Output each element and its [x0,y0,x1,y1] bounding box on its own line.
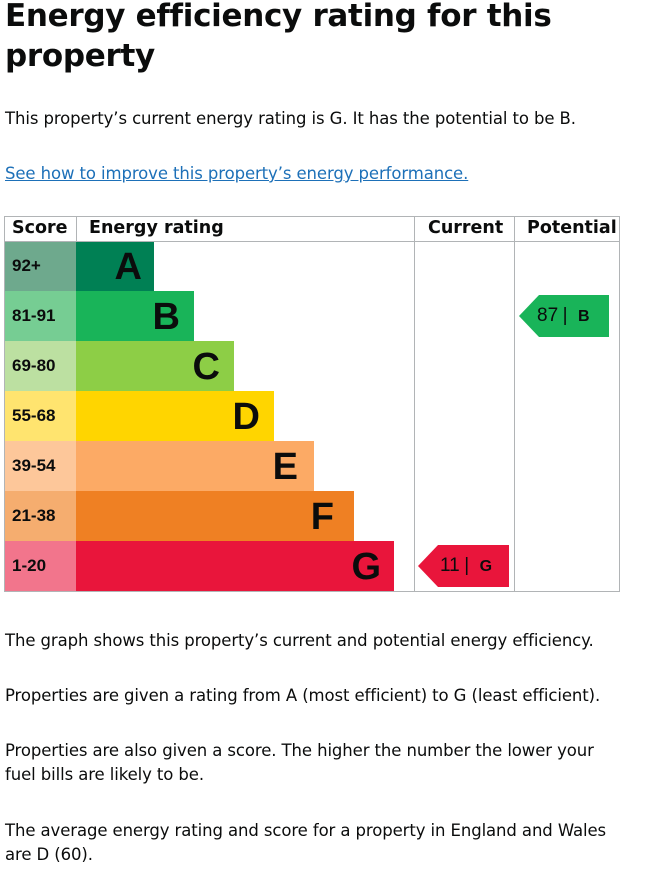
current-column-header: Current [428,218,504,238]
rating-column-header: Energy rating [89,218,224,238]
rating-explanation: Properties are given a rating from A (mo… [5,686,601,705]
band-letter-a: A [114,246,142,288]
band-score-f: 21-38 [12,506,56,525]
score-cell-f [4,491,76,541]
current-letter: G [479,558,493,575]
score-cell-a [4,241,76,291]
potential-column-header: Potential [527,218,617,238]
intro-text: This property’s current energy rating is… [5,109,576,128]
current-rating-label: 11 | G [440,541,492,591]
page-title: Energy efficiency rating for this proper… [5,0,552,74]
rating-bar-f [76,491,354,541]
current-score: 11 [440,555,460,576]
band-score-a: 92+ [12,256,41,275]
rating-bar-a [76,241,154,291]
energy-rating-graphic [4,216,620,592]
energy-rating-chart: Score Energy rating Current Potential 92… [4,216,620,592]
band-letter-c: C [192,346,220,388]
band-letter-g: G [351,546,381,588]
band-score-g: 1-20 [12,556,47,575]
band-letter-d: D [232,396,260,438]
band-score-d: 55-68 [12,406,56,425]
rating-bar-e [76,441,314,491]
improve-performance-link[interactable]: See how to improve this property’s energ… [5,164,469,183]
rating-bar-d [76,391,274,441]
score-cell-b [4,291,76,341]
rating-bar-g [76,541,394,591]
band-score-c: 69-80 [12,356,56,375]
band-score-e: 39-54 [12,456,56,475]
rating-bar-b [76,291,194,341]
chart-border [4,216,620,592]
band-letter-e: E [272,446,298,488]
band-letter-b: B [152,296,180,338]
potential-letter: B [577,308,590,325]
score-cell-e [4,441,76,491]
band-letter-f: F [310,496,334,538]
score-column-header: Score [12,218,68,238]
band-score-b: 81-91 [12,306,56,325]
score-cell-c [4,341,76,391]
potential-rating-arrow [519,295,609,337]
score-cell-g [4,541,76,591]
graph-explanation: The graph shows this property’s current … [5,631,594,650]
score-cell-d [4,391,76,441]
current-separator: | [464,555,470,576]
rating-bar-c [76,341,234,391]
score-explanation: Properties are also given a score. The h… [5,741,594,784]
potential-separator: | [562,305,568,326]
potential-rating-label: 87 | B [537,291,590,341]
current-rating-arrow [418,545,509,587]
average-rating-text: The average energy rating and score for … [5,821,607,864]
potential-score: 87 [537,305,559,326]
